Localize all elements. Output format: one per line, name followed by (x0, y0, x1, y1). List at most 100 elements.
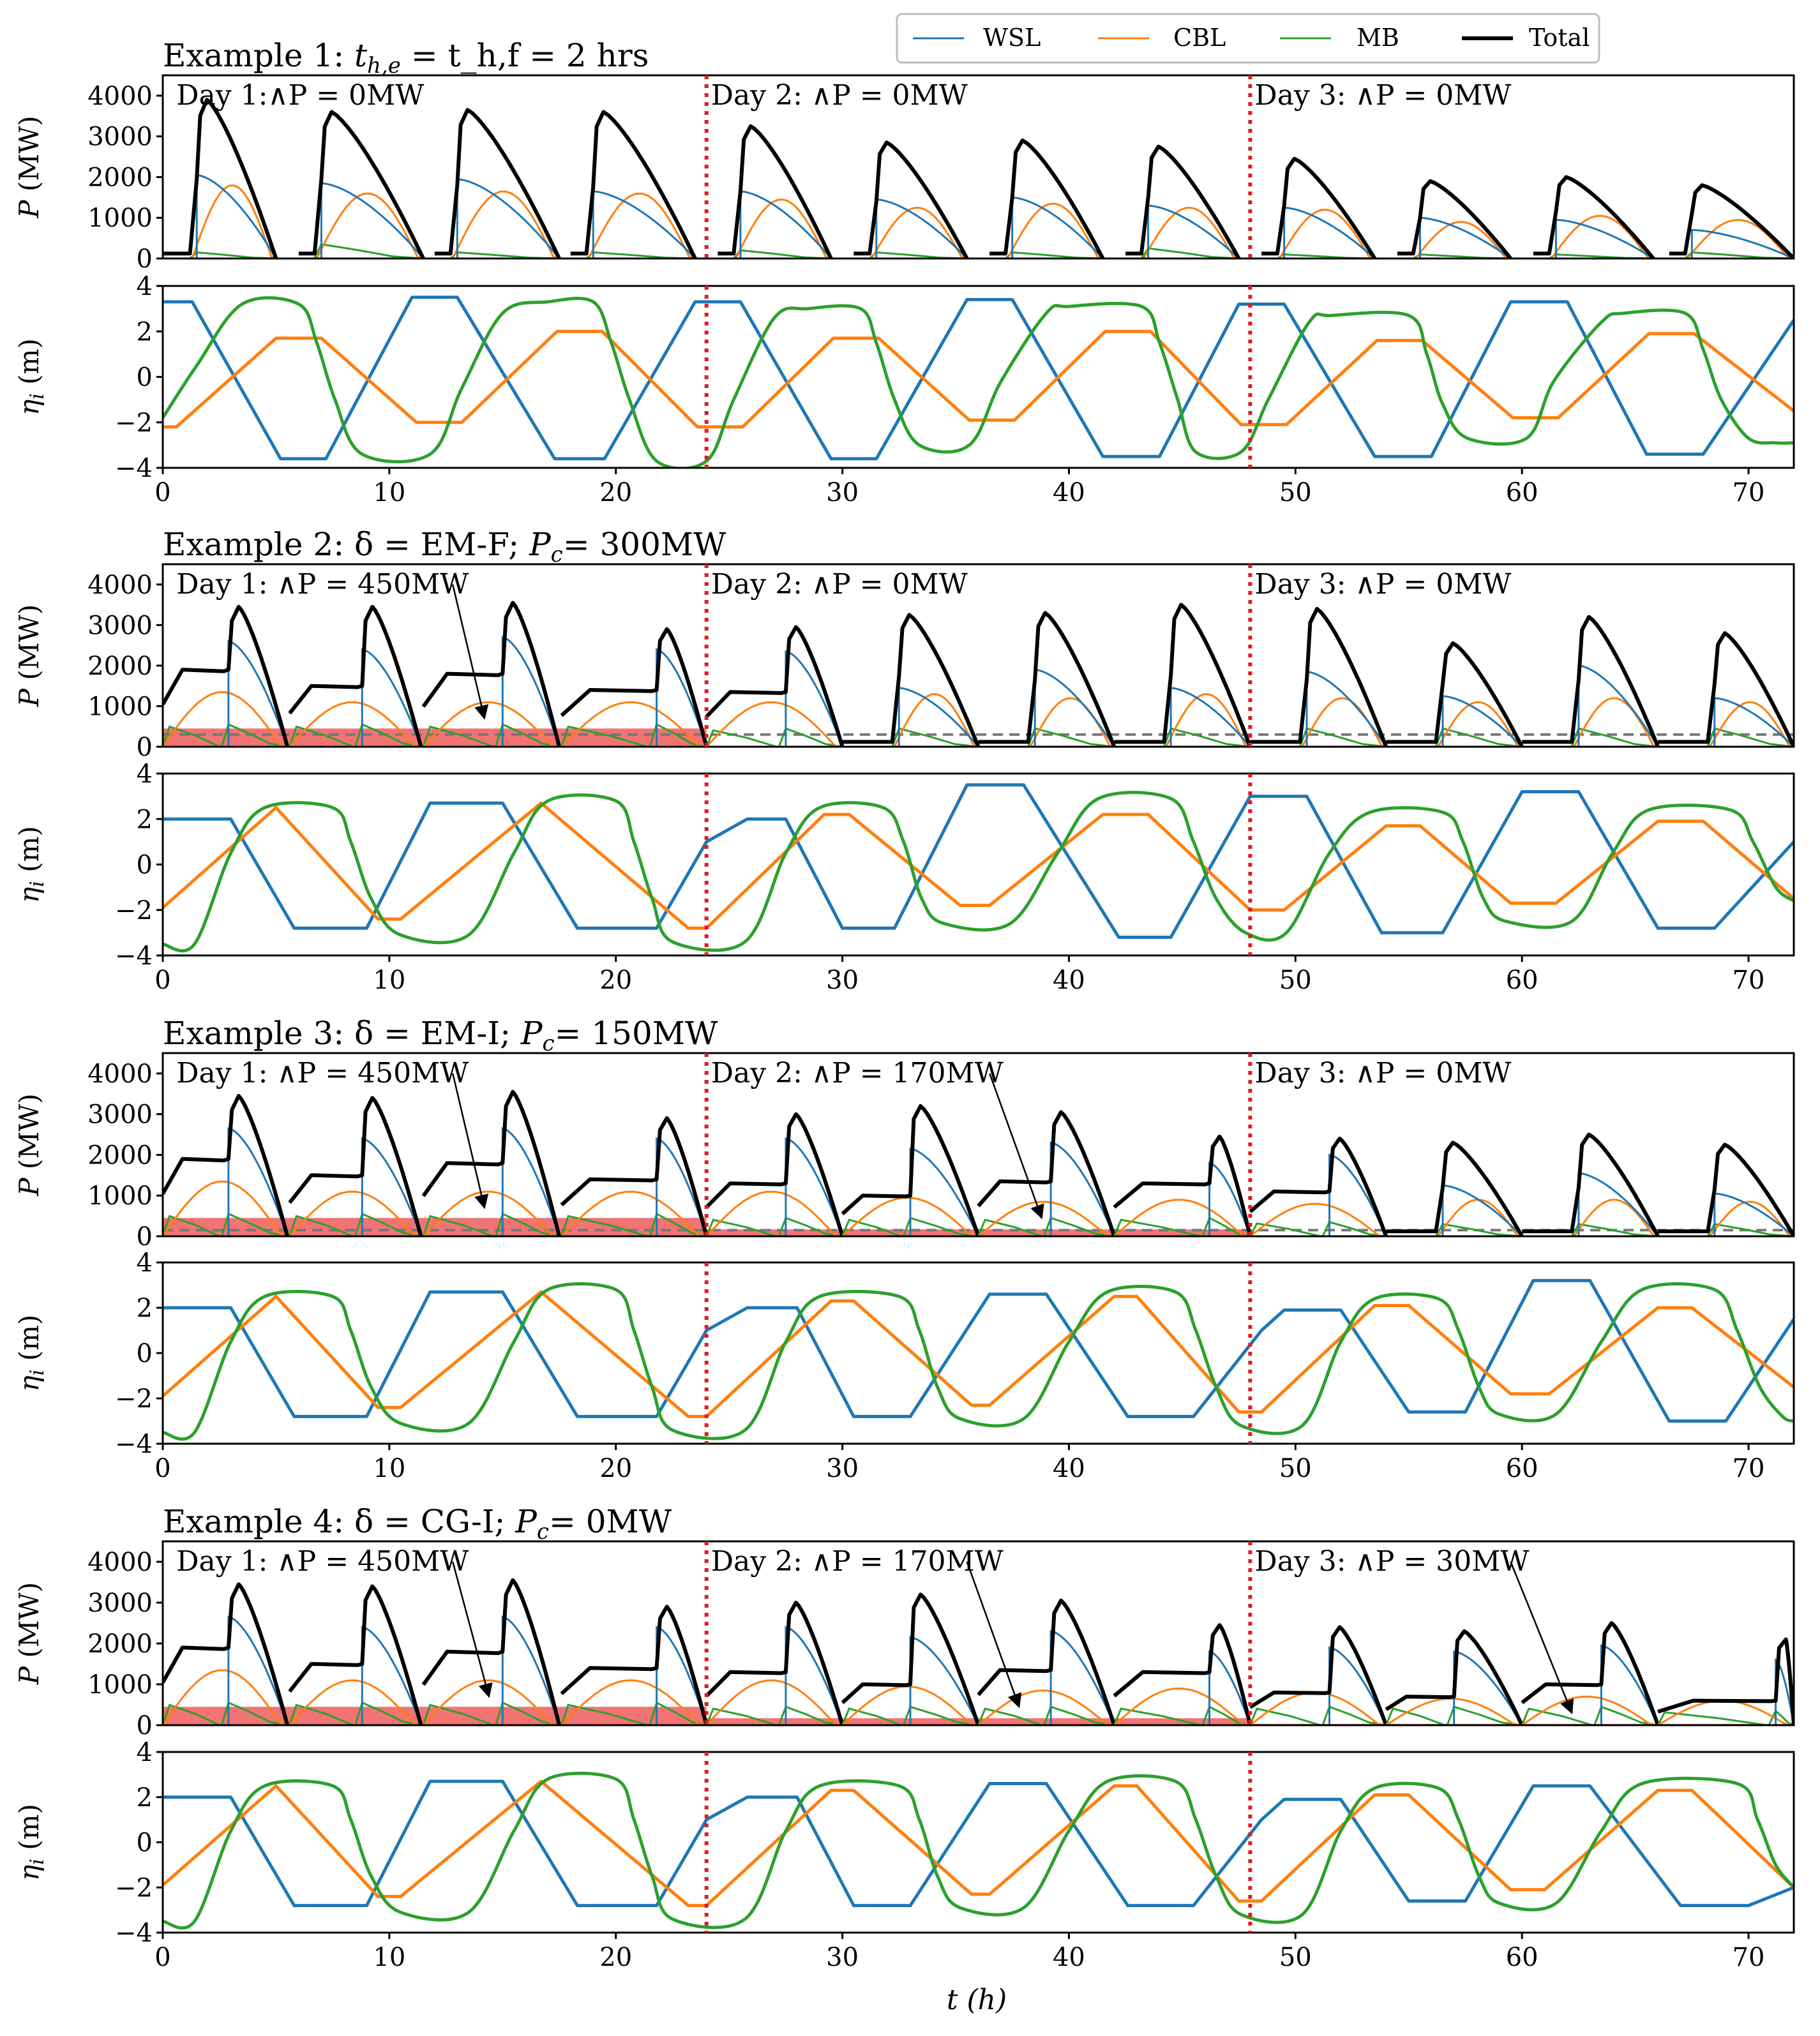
wsl-power-line (785, 1626, 844, 1725)
total-power-line (1658, 1142, 1794, 1236)
eta-ytick-label: −4 (115, 941, 153, 971)
total-power-line (718, 124, 833, 258)
day-label-3: Day 3: ∧P = 0MW (1254, 1057, 1512, 1089)
total-power-line (1522, 1132, 1660, 1236)
wsl-power-line (227, 1615, 289, 1725)
cbl-power-line (1573, 1199, 1658, 1236)
eta-xtick-label: 10 (373, 1943, 405, 1972)
power-ytick-label: 4000 (87, 82, 153, 111)
example-3-power-panel: 0 1000 2000 3000 4000 Day 1: ∧P = 450MW Day 2:… (87, 1052, 1795, 1252)
power-ytick-label: 2000 (87, 652, 153, 681)
example-2-title: Example 2: δ = EM-F; Pc= 300MW (163, 526, 726, 567)
mb-power-line (1521, 1705, 1658, 1725)
mb-power-line (422, 722, 560, 747)
power-ytick-label: 1000 (87, 204, 153, 233)
total-power-line (977, 1598, 1117, 1725)
cbl-power-line (1551, 214, 1654, 258)
eta-xtick-label: 70 (1733, 1454, 1765, 1483)
cbl-power-line (289, 701, 421, 747)
power-ytick-label: 4000 (87, 1059, 153, 1089)
total-power-line (1397, 179, 1512, 258)
eta-xtick-label: 40 (1053, 1943, 1085, 1972)
wsl-power-line (1049, 1141, 1115, 1236)
eta-plot-area (163, 783, 1794, 953)
wsl-power-line (1208, 1650, 1251, 1725)
total-power-line (1125, 144, 1241, 258)
total-power-line (854, 140, 969, 258)
power-ytick-label: 4000 (87, 571, 153, 600)
eta-xtick-label: 0 (154, 966, 170, 995)
mb-power-line (1434, 727, 1523, 747)
eta-ytick-label: −2 (115, 1384, 153, 1414)
mb-power-line (560, 1212, 707, 1236)
power-ytick-label: 0 (137, 1222, 153, 1252)
eta-xtick-label: 10 (373, 478, 405, 507)
eta-xtick-label: 40 (1053, 966, 1085, 995)
total-power-line (1249, 1136, 1388, 1236)
power-ytick-label: 2000 (87, 1629, 153, 1659)
shortfall-arrow (1510, 1561, 1574, 1714)
total-power-line (989, 138, 1105, 258)
eta-ytick-label: 2 (137, 317, 153, 347)
wsl-power-line (1713, 697, 1794, 747)
power-y-axis-label: P (MW) (13, 116, 45, 219)
eta-xtick-label: 60 (1506, 1454, 1538, 1483)
day-label-2: Day 2: ∧P = 0MW (711, 568, 968, 601)
wsl-power-line (909, 1636, 979, 1725)
wsl-power-line (1283, 206, 1376, 258)
power-ytick-label: 1000 (87, 1181, 153, 1211)
cbl-power-line (423, 701, 560, 747)
eta-xtick-label: 30 (826, 1943, 859, 1972)
total-power-line (1522, 615, 1660, 747)
eta-xtick-label: 70 (1733, 966, 1765, 995)
eta-xtick-label: 20 (599, 1454, 632, 1483)
eta-ytick-label: 2 (137, 805, 153, 834)
wsl-power-line (739, 190, 832, 258)
power-plot-area (163, 1089, 1794, 1236)
total-power-line (977, 1110, 1117, 1236)
wsl-power-line (1419, 216, 1512, 258)
cbl-power-line (163, 1669, 288, 1725)
cbl-power-line (705, 1679, 843, 1725)
cbl-power-line (871, 206, 968, 258)
legend-label-mb: MB (1357, 24, 1399, 52)
eta-xtick-label: 0 (154, 1454, 170, 1483)
total-power-line (842, 613, 981, 747)
total-power-line (1669, 183, 1794, 258)
eta-xtick-label: 50 (1279, 478, 1312, 507)
mb-power-line (1298, 727, 1387, 747)
mb-power-line (1706, 727, 1794, 747)
total-power-line (1113, 1134, 1252, 1236)
shortfall-arrow (966, 1561, 1022, 1709)
power-plot-area (163, 98, 1794, 258)
mb-power-line (705, 1705, 843, 1725)
mb-power-line (422, 1701, 560, 1725)
cbl-power-line (191, 184, 276, 258)
total-power-line (1658, 631, 1794, 747)
day-label-3: Day 3: ∧P = 30MW (1254, 1545, 1530, 1578)
eta-xtick-label: 70 (1733, 478, 1765, 507)
cbl-power-line (1007, 202, 1104, 258)
total-power-line (1113, 1623, 1252, 1725)
legend-frame (896, 13, 1600, 64)
eta-y-axis-label: ηi (m) (13, 1804, 49, 1881)
wsl-power-line (1034, 668, 1115, 747)
mb-water-level-line (163, 1771, 1794, 1930)
cbl-power-line (1143, 206, 1239, 258)
mb-power-line (1249, 1220, 1387, 1236)
total-power-line (1521, 1621, 1660, 1725)
wsl-power-line (361, 648, 422, 747)
mb-power-line (891, 727, 979, 747)
total-power-line (1250, 606, 1388, 747)
example-4-title: Example 4: δ = CG-I; Pc= 0MW (163, 1503, 672, 1545)
eta-xtick-label: 40 (1053, 1454, 1085, 1483)
total-power-line (421, 1578, 561, 1725)
wsl-power-line (227, 640, 289, 747)
eta-ytick-label: 0 (137, 363, 153, 393)
cbl-power-line (1113, 1688, 1251, 1725)
wsl-power-line (501, 1615, 560, 1725)
wsl-power-line (898, 687, 979, 747)
